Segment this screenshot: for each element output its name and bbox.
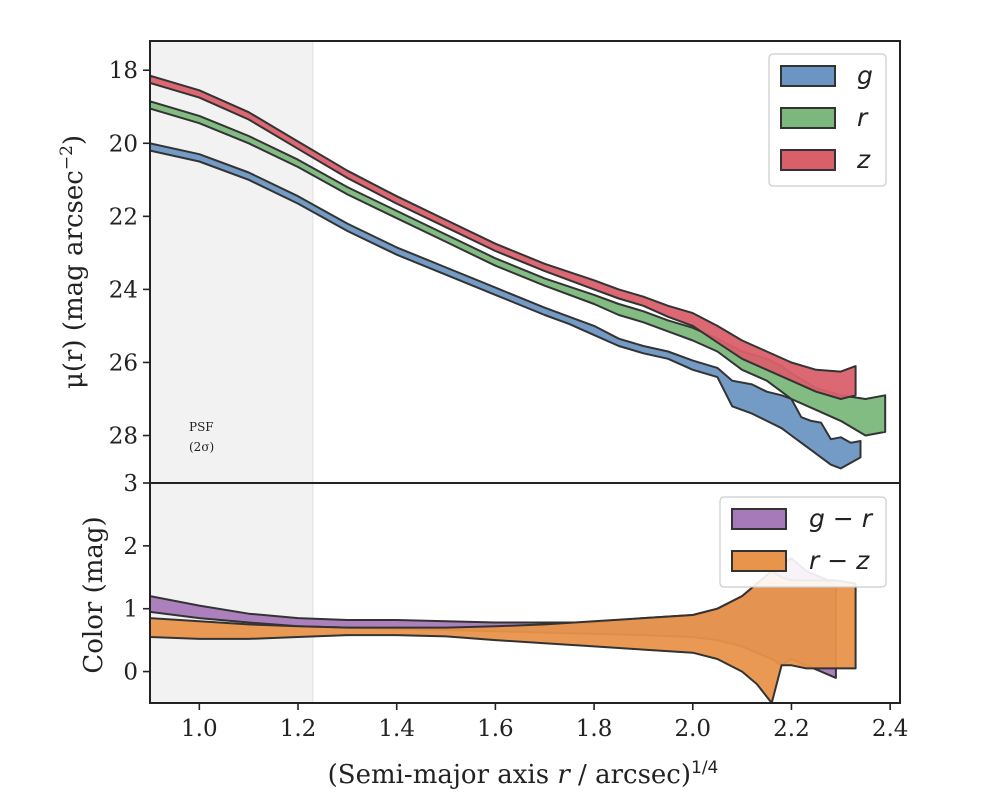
psf-shaded-region-bottom bbox=[149, 482, 314, 704]
bottom-legend: g − r r − z bbox=[719, 496, 887, 588]
x-tick-label: 1.0 bbox=[181, 716, 218, 742]
legend-label: g bbox=[857, 61, 873, 90]
x-tick-label: 1.6 bbox=[477, 716, 514, 742]
color-bands bbox=[150, 557, 857, 703]
top-legend: grz bbox=[768, 53, 887, 187]
y-label-main: μ(r) (mag arcsec bbox=[59, 170, 89, 389]
x-tick-label: 2.0 bbox=[674, 716, 711, 742]
y-tick-label: 3 bbox=[123, 471, 138, 497]
legend-swatch bbox=[780, 65, 836, 87]
x-label-var: r bbox=[557, 760, 571, 790]
y-tick-label: 26 bbox=[109, 350, 138, 376]
y-tick-label: 1 bbox=[123, 597, 138, 623]
psf-label: PSF bbox=[189, 420, 214, 434]
surface-brightness-bands bbox=[150, 74, 887, 470]
x-tick-label: 2.4 bbox=[872, 716, 909, 742]
x-tick-label: 1.4 bbox=[378, 716, 415, 742]
y-tick-label: 20 bbox=[109, 131, 138, 157]
top-y-axis-ticks: 18 20 22 24 26 28 bbox=[109, 58, 150, 450]
legend-swatch bbox=[731, 508, 787, 530]
legend-label: r − z bbox=[809, 546, 870, 575]
y-tick-label: 24 bbox=[109, 277, 138, 303]
y-tick-label: 22 bbox=[109, 204, 138, 230]
y-tick-label: 2 bbox=[123, 534, 138, 560]
bottom-y-axis-ticks: 0 1 2 3 bbox=[123, 471, 150, 686]
x-label-pre: (Semi-major axis bbox=[328, 760, 558, 790]
y-label-exponent: −2 bbox=[57, 145, 77, 170]
surface-brightness-panel: PSF (2σ) 18 20 22 24 26 28 μ(r) (mag arcsec−2… bbox=[57, 40, 901, 484]
x-tick-label: 2.2 bbox=[773, 716, 810, 742]
band-r bbox=[150, 100, 887, 437]
legend-swatch bbox=[780, 107, 836, 129]
x-label-exponent: 1/4 bbox=[691, 758, 718, 778]
x-axis-label: (Semi-major axis r / arcsec)1/4 bbox=[328, 758, 719, 790]
y-tick-label: 0 bbox=[123, 660, 138, 686]
band-g bbox=[150, 142, 862, 470]
x-axis-ticks: 1.0 1.2 1.4 1.6 1.8 2.0 2.2 2.4 bbox=[181, 703, 908, 742]
y-tick-label: 28 bbox=[109, 424, 138, 450]
bottom-y-axis-label: Color (mag) bbox=[79, 516, 109, 673]
x-tick-label: 1.2 bbox=[280, 716, 317, 742]
y-tick-label: 18 bbox=[109, 58, 138, 84]
top-y-axis-label: μ(r) (mag arcsec−2) bbox=[57, 135, 89, 389]
x-tick-label: 1.8 bbox=[576, 716, 613, 742]
x-label-post: / arcsec) bbox=[570, 760, 691, 790]
color-panel: 0 1 2 3 1.0 1.2 1.4 1.6 1.8 2.0 2.2 2.4 Color (mag… bbox=[79, 471, 908, 790]
band-z bbox=[150, 74, 857, 400]
legend-label: z bbox=[856, 145, 871, 174]
band-r-z bbox=[150, 570, 857, 703]
legend-label: g − r bbox=[809, 504, 874, 533]
legend-swatch bbox=[780, 149, 836, 171]
y-label-close: ) bbox=[59, 135, 89, 145]
bottom-panel-frame bbox=[149, 482, 901, 704]
legend-label: r bbox=[857, 103, 869, 132]
legend-swatch bbox=[731, 550, 787, 572]
psf-sigma-label: (2σ) bbox=[189, 440, 214, 454]
